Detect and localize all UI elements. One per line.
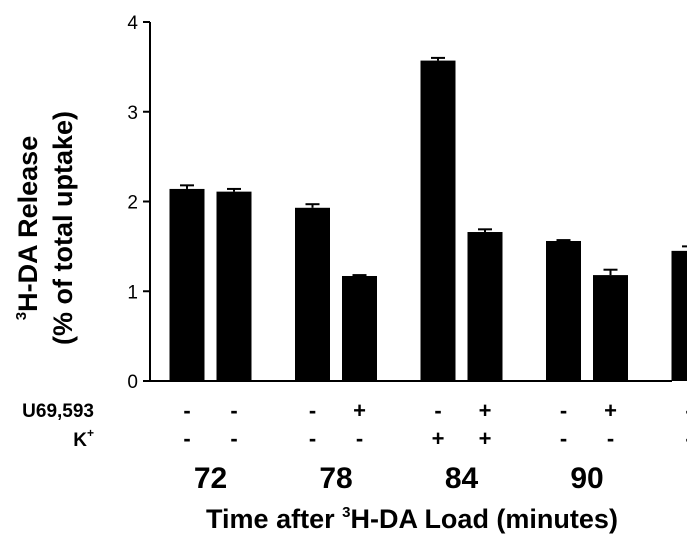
y-axis-title-line2: (% of total uptake): [48, 111, 78, 345]
y-tick-label-1: 1: [127, 282, 138, 303]
u69593-sign-3: -: [309, 398, 316, 423]
u69593-sign-6: +: [479, 398, 492, 423]
y-tick-label-0: 0: [127, 372, 138, 393]
u69593-sign-9: -: [685, 398, 687, 423]
group-label-84: 84: [445, 462, 479, 495]
u69593-sign-7: -: [560, 398, 567, 423]
y-tick-label-3: 3: [127, 103, 138, 124]
bars: [169, 56, 687, 381]
k-label: K+: [73, 426, 94, 451]
u69593-sign-5: -: [434, 398, 441, 423]
group-label-78: 78: [319, 462, 352, 495]
x-axis-title: Time after 3H-DA Load (minutes): [206, 504, 618, 534]
bar-72-2: [216, 191, 252, 381]
u69593-sign-4: +: [353, 398, 366, 423]
group-label-72: 72: [194, 462, 227, 495]
k-sign-5: +: [432, 426, 445, 451]
bar-78-2: [342, 275, 377, 381]
k-sign-7: -: [560, 426, 567, 451]
k-sign-9: -: [685, 426, 687, 451]
k-sign-8: -: [607, 426, 614, 451]
bar-96-1: [671, 250, 687, 381]
bar-90-2: [593, 275, 628, 381]
condition-rows: ------+--+++--+---+-7278849096: [183, 398, 687, 495]
k-sign-4: -: [356, 426, 363, 451]
u69593-sign-2: -: [230, 398, 237, 423]
k-sign-2: -: [230, 426, 237, 451]
bar-72-1: [169, 188, 205, 381]
k-sign-3: -: [309, 426, 316, 451]
bar-84-2: [467, 232, 503, 381]
k-sign-1: -: [183, 426, 190, 451]
y-axis-title-line1: 3H-DA Release: [13, 136, 43, 320]
u69593-label: U69,593: [22, 401, 94, 422]
y-tick-label-2: 2: [127, 193, 138, 214]
y-ticks: 0 1 2 3 4: [127, 13, 150, 393]
bar-84-1: [420, 60, 456, 381]
k-sign-6: +: [479, 426, 492, 451]
u69593-sign-1: -: [183, 398, 190, 423]
y-tick-label-4: 4: [127, 13, 138, 34]
u69593-sign-8: +: [604, 398, 617, 423]
bar-90-1: [546, 240, 581, 381]
bar-78-1: [295, 207, 330, 381]
group-label-90: 90: [570, 462, 603, 495]
y-axis-title: 3H-DA Release: [13, 136, 43, 320]
y-axis-title-2: (% of total uptake): [48, 111, 78, 345]
